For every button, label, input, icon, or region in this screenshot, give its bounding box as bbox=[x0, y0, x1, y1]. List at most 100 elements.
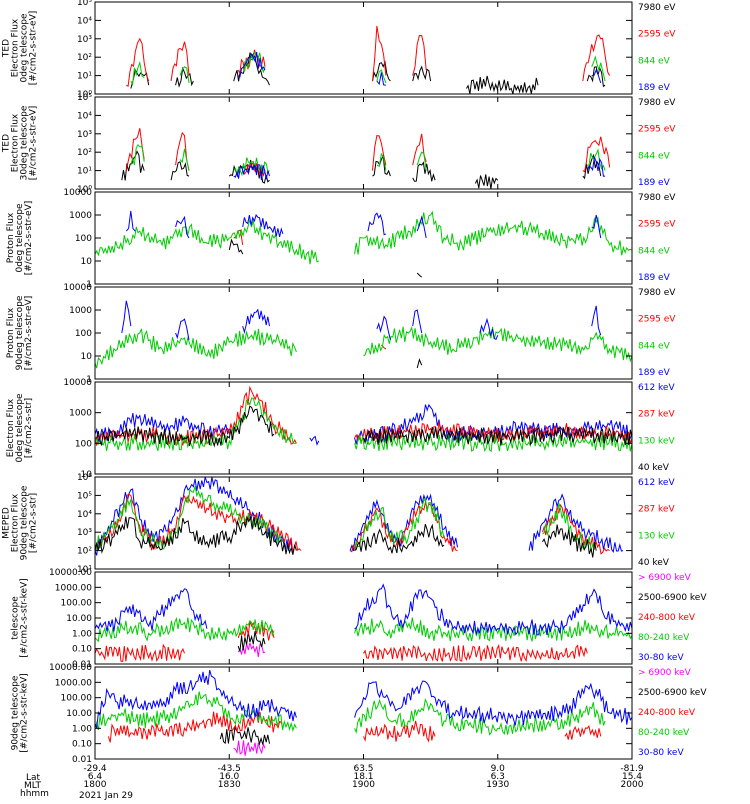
series-line-130-kev bbox=[354, 496, 445, 551]
y-axis-label: 0deg telescope bbox=[20, 13, 30, 83]
y-axis-label: 30deg telescope bbox=[20, 105, 30, 180]
series-line-612-kev bbox=[349, 493, 458, 552]
y-tick-label: 0.10 bbox=[72, 645, 92, 655]
series-line-30-80-kev bbox=[94, 588, 208, 632]
x-tick-label-lat: -29.4 bbox=[83, 764, 107, 774]
series-line-844-ev bbox=[179, 148, 190, 171]
series-line-30-80-kev bbox=[354, 583, 633, 636]
y-tick-label: 10¹ bbox=[77, 565, 92, 575]
y-axis-label: Electron Flux bbox=[11, 18, 21, 77]
panel-meped-proton-0deg: 0.01 0.10 1.00 10.00 100.00 1000.00 10000.00 te… bbox=[11, 568, 708, 670]
y-tick-label: 1.00 bbox=[72, 724, 92, 734]
y-axis-label: [#/cm2-s-str-eV] bbox=[29, 11, 39, 86]
y-tick-label: 10¹ bbox=[77, 167, 92, 177]
legend-entry: > 6900 keV bbox=[638, 573, 692, 583]
legend-entry: 40 keV bbox=[638, 463, 670, 473]
series-line-189-ev bbox=[175, 318, 190, 340]
series-line-30-80-kev bbox=[94, 669, 297, 729]
legend-entry: 30-80 keV bbox=[638, 748, 684, 758]
series-line-2595-ev bbox=[126, 37, 150, 87]
series-line-7980-ev bbox=[416, 358, 423, 369]
series-line-2595-ev bbox=[372, 25, 387, 82]
legend-entry: 612 keV bbox=[638, 383, 675, 393]
legend-entry: 844 eV bbox=[638, 56, 671, 66]
y-axis-label: [#/cm2-s-str-eV] bbox=[24, 296, 34, 371]
y-axis-label: Proton Flux bbox=[6, 307, 16, 358]
legend-entry: 2500-6900 keV bbox=[638, 688, 707, 698]
y-axis-label: TED bbox=[2, 39, 12, 58]
series-line-7980-ev bbox=[372, 60, 391, 82]
x-tick-label-mlt: 6.3 bbox=[491, 772, 505, 782]
series-line-240-800-kev bbox=[363, 720, 436, 743]
y-axis-label: [#/cm2-s-str] bbox=[24, 398, 34, 458]
y-tick-label: 1000.00 bbox=[55, 678, 92, 688]
legend-entry: 130 keV bbox=[638, 436, 675, 446]
legend-entry: 240-800 keV bbox=[638, 708, 696, 718]
series-line-40-kev bbox=[354, 523, 445, 554]
series-line-189-ev bbox=[416, 215, 427, 239]
panel-meped-electron-0deg: 10 100 1000 10000 Electron Flux 0deg telescop… bbox=[6, 378, 675, 480]
y-axis-label: 0deg telescope bbox=[15, 393, 25, 463]
x-tick-label-lat: -43.5 bbox=[218, 764, 241, 774]
series-line-612-kev bbox=[94, 413, 230, 443]
legend-entry: 130 keV bbox=[638, 531, 675, 541]
series-line-189-ev bbox=[376, 72, 386, 86]
y-tick-label: 100 bbox=[75, 329, 92, 339]
legend-entry: 2595 eV bbox=[638, 220, 676, 230]
y-tick-label: 10⁵ bbox=[77, 491, 92, 501]
series-line-844-ev bbox=[94, 218, 320, 265]
series-line-7980-ev bbox=[412, 65, 432, 82]
series-line-612-kev bbox=[94, 476, 293, 556]
series-line-40-kev bbox=[94, 405, 275, 448]
series-line-240-800-kev bbox=[564, 724, 602, 740]
series-line-7980-ev bbox=[412, 161, 436, 182]
legend-entry: 7980 eV bbox=[638, 98, 676, 108]
panel-meped-electron-90deg: 10¹ 10² 10³ 10⁴ 10⁵ 10⁶ MEPED Electron Flux 90de… bbox=[2, 473, 676, 575]
x-tick-label-time: 1900 bbox=[352, 780, 375, 790]
series-line-844-ev bbox=[130, 60, 145, 87]
series-line-7980-ev bbox=[474, 174, 499, 189]
legend-entry: 7980 eV bbox=[638, 193, 676, 203]
series-line-844-ev bbox=[94, 328, 297, 369]
y-axis-label: Electron Flux bbox=[11, 113, 21, 172]
legend-entry: 40 keV bbox=[638, 558, 670, 568]
series-line-7980-ev bbox=[228, 238, 244, 255]
series-line-2595-ev bbox=[412, 133, 427, 166]
legend-entry: > 6900 keV bbox=[638, 668, 692, 678]
y-tick-label: 10¹ bbox=[77, 72, 92, 82]
y-tick-label: 10³ bbox=[77, 528, 92, 538]
y-tick-label: 10³ bbox=[77, 130, 92, 140]
y-axis-label: Proton Flux bbox=[6, 212, 16, 263]
series-line-612-kev bbox=[309, 435, 320, 446]
series-line-844-ev bbox=[591, 55, 606, 82]
y-tick-label: 10.00 bbox=[66, 614, 92, 624]
plot-frame bbox=[94, 286, 633, 380]
series-line-40-kev bbox=[542, 524, 597, 558]
y-tick-label: 10⁰ bbox=[77, 185, 92, 195]
y-tick-label: 0.01 bbox=[72, 660, 92, 670]
legend-entry: 2595 eV bbox=[638, 125, 676, 135]
legend-entry: 80-240 keV bbox=[638, 633, 690, 643]
legend-entry: 189 eV bbox=[638, 368, 671, 378]
series-line-189-ev bbox=[367, 212, 387, 236]
series-line-130-kev bbox=[94, 485, 284, 551]
series-line--6900-kev bbox=[233, 740, 266, 756]
x-tick-label-time: 1830 bbox=[218, 780, 241, 790]
y-axis-label: [#/cm2-s-str-keV] bbox=[20, 673, 30, 752]
series-line-7980-ev bbox=[130, 68, 150, 89]
series-line-7980-ev bbox=[372, 154, 391, 177]
legend-entry: 2500-6900 keV bbox=[638, 593, 707, 603]
y-axis-label: MEPED bbox=[2, 507, 12, 539]
panel-meped-proton-90deg: 0.01 0.10 1.00 10.00 100.00 1000.00 10000.00 90… bbox=[11, 663, 708, 765]
series-line-189-ev bbox=[376, 315, 391, 341]
series-line-40-kev bbox=[363, 426, 633, 446]
plot-frame bbox=[94, 96, 633, 190]
x-tick-label-lat: 9.0 bbox=[491, 764, 506, 774]
y-tick-label: 10 bbox=[81, 257, 93, 267]
series-line-240-800-kev bbox=[107, 711, 284, 743]
y-tick-label: 10⁶ bbox=[77, 473, 92, 483]
series-line-189-ev bbox=[175, 215, 190, 239]
series-line-844-ev bbox=[242, 51, 266, 73]
y-axis-label: [#/cm2-s-str-eV] bbox=[24, 201, 34, 276]
legend-entry: 844 eV bbox=[638, 341, 671, 351]
